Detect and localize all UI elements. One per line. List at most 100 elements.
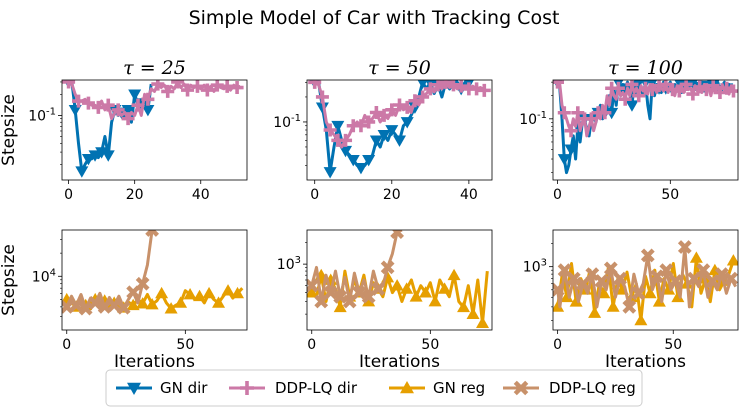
data-point-ddp-dir xyxy=(171,80,185,89)
data-point-ddp-reg xyxy=(314,294,329,309)
data-point-gn-reg xyxy=(390,279,404,291)
data-point-ddp-dir xyxy=(308,80,322,89)
data-point-gn-reg xyxy=(588,306,602,318)
data-point-ddp-dir xyxy=(699,83,713,97)
data-point-gn-reg xyxy=(174,296,188,308)
data-point-gn-dir xyxy=(323,167,337,179)
data-point-gn-reg xyxy=(333,300,347,313)
data-point-ddp-reg xyxy=(135,276,150,291)
data-point-gn-reg xyxy=(569,295,583,307)
panel-reg-tau50: 0 50 103 Iterations xyxy=(277,229,493,372)
legend: GN dir DDP-LQ dir GN reg DDP-LQ reg xyxy=(105,369,643,407)
figure-title: Simple Model of Car with Tracking Cost xyxy=(189,7,560,29)
data-point-gn-reg xyxy=(652,295,666,307)
data-point-ddp-dir xyxy=(477,83,491,97)
data-point-ddp-dir xyxy=(385,103,399,117)
legend-symbol xyxy=(240,381,254,395)
legend-item-gn-reg: GN reg xyxy=(389,379,485,397)
data-point-ddp-dir xyxy=(200,83,214,97)
plot-area xyxy=(553,80,738,175)
panels: 0 20 40 10-1 τ = 25 Stepsize 0 20 40 10-1 τ = 50 0 5… xyxy=(0,57,739,372)
data-point-gn-dir xyxy=(354,162,368,175)
data-point-ddp-reg xyxy=(724,271,738,286)
data-point-ddp-dir xyxy=(632,89,646,103)
y-tick-label: 104 xyxy=(32,267,56,285)
data-point-ddp-dir xyxy=(72,94,86,108)
data-point-gn-dir xyxy=(564,144,578,156)
data-point-gn-reg xyxy=(662,283,676,295)
data-point-gn-reg xyxy=(136,297,150,309)
data-point-ddp-dir xyxy=(571,106,585,120)
data-point-ddp-reg xyxy=(650,269,664,284)
data-point-gn-dir xyxy=(331,120,345,133)
data-point-gn-dir xyxy=(315,102,329,114)
data-point-gn-dir xyxy=(625,100,639,112)
data-point-gn-dir xyxy=(633,80,644,89)
data-point-ddp-reg xyxy=(622,299,637,314)
x-axis-label: Iterations xyxy=(114,352,195,372)
data-point-gn-dir xyxy=(393,135,406,147)
data-point-gn-dir xyxy=(377,129,391,142)
data-point-gn-dir xyxy=(75,166,89,178)
legend-label-ddp-lq-dir: DDP-LQ dir xyxy=(275,379,358,397)
data-point-ddp-dir xyxy=(693,80,707,94)
data-point-ddp-dir xyxy=(672,84,686,98)
data-point-gn-reg xyxy=(476,316,490,328)
data-point-ddp-dir xyxy=(141,92,155,106)
data-point-ddp-dir xyxy=(190,80,204,93)
data-point-gn-dir xyxy=(81,154,95,166)
data-point-gn-dir xyxy=(417,80,428,89)
data-point-gn-reg xyxy=(400,282,414,294)
series-line-ddp-reg xyxy=(65,230,154,311)
data-point-ddp-dir xyxy=(323,123,337,137)
legend-item-ddp-lq-dir: DDP-LQ dir xyxy=(229,379,358,397)
data-point-gn-dir xyxy=(605,107,619,120)
data-point-ddp-reg xyxy=(333,289,348,304)
y-tick-label: 103 xyxy=(277,255,301,273)
legend-item-gn-dir: GN dir xyxy=(116,379,208,397)
data-point-ddp-reg xyxy=(307,278,319,293)
data-point-gn-reg xyxy=(671,290,685,303)
data-point-ddp-reg xyxy=(323,285,338,300)
data-point-gn-dir xyxy=(674,80,685,89)
data-point-ddp-dir xyxy=(339,133,353,147)
data-point-ddp-dir xyxy=(393,98,406,112)
y-tick-label: 10-1 xyxy=(273,113,301,131)
axes-frame xyxy=(552,79,739,181)
data-point-gn-reg xyxy=(457,300,471,313)
data-point-gn-reg xyxy=(419,286,433,298)
plot-area xyxy=(307,230,490,328)
x-tick-label: 20 xyxy=(383,187,401,203)
data-point-ddp-reg xyxy=(126,285,141,300)
data-point-gn-dir xyxy=(369,135,383,147)
data-point-ddp-dir xyxy=(121,112,135,126)
data-point-gn-reg xyxy=(155,286,169,299)
data-point-ddp-dir xyxy=(408,94,422,108)
data-point-ddp-reg xyxy=(631,286,646,301)
axes-frame xyxy=(61,79,248,181)
legend-marker-ddp-lq-reg xyxy=(503,380,539,396)
data-point-gn-reg xyxy=(606,300,620,312)
data-point-ddp-dir xyxy=(645,83,659,97)
data-point-ddp-dir xyxy=(400,100,414,114)
data-point-ddp-dir xyxy=(377,108,391,122)
data-point-ddp-dir xyxy=(230,81,244,95)
x-tick-label: 0 xyxy=(553,337,562,353)
legend-marker-gn-dir xyxy=(116,382,152,395)
data-point-ddp-reg xyxy=(714,267,729,282)
data-point-ddp-reg xyxy=(640,248,655,263)
plot-area xyxy=(553,240,738,326)
series-line-ddp-dir xyxy=(67,80,241,121)
data-point-gn-reg xyxy=(643,286,657,299)
data-point-gn-reg xyxy=(362,295,376,307)
panel-dir-tau50: 0 20 40 10-1 τ = 50 xyxy=(273,57,493,203)
data-point-gn-reg xyxy=(126,298,140,311)
legend-marker-gn-reg xyxy=(389,381,425,394)
legend-label-ddp-lq-reg: DDP-LQ reg xyxy=(549,379,636,397)
data-point-ddp-reg xyxy=(107,298,122,313)
data-point-gn-reg xyxy=(212,296,226,308)
data-point-gn-reg xyxy=(183,287,197,300)
data-point-gn-reg xyxy=(409,290,423,302)
data-point-ddp-dir xyxy=(720,81,734,95)
